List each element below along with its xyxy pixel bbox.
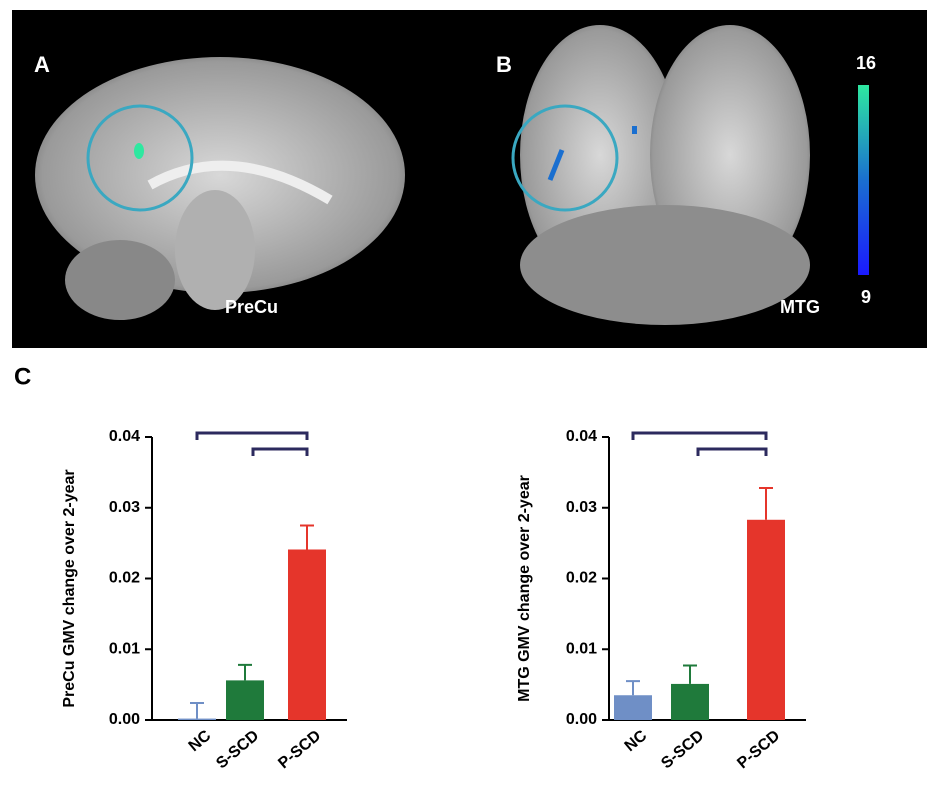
x-tick-label: S-SCD	[658, 727, 707, 772]
significance-bracket	[631, 431, 768, 440]
y-tick-label: 0.02	[566, 570, 597, 587]
y-tick-label: 0.00	[566, 711, 597, 728]
bar	[671, 683, 709, 720]
bar	[288, 549, 326, 720]
error-bar	[300, 524, 314, 550]
y-tick-label: 0.04	[109, 428, 140, 445]
significance-bracket	[696, 447, 768, 456]
y-tick-label: 0.04	[566, 428, 597, 445]
error-bar	[190, 702, 204, 719]
y-tick-label: 0.02	[109, 570, 140, 587]
error-bar	[238, 663, 252, 681]
colorbar-min: 9	[861, 287, 871, 307]
colorbar-max: 16	[856, 53, 876, 73]
y-tick-label: 0.03	[109, 499, 140, 516]
y-tick-label: 0.01	[109, 640, 140, 657]
x-tick-label: NC	[622, 727, 651, 755]
panel-label: B	[496, 52, 512, 77]
x-tick-label: S-SCD	[213, 727, 262, 772]
y-tick-label: 0.03	[566, 499, 597, 516]
significance-bracket	[195, 431, 309, 440]
panel-label: C	[14, 363, 31, 390]
bar	[178, 718, 216, 720]
panel-label: A	[34, 52, 50, 77]
significance-bracket	[251, 447, 309, 456]
brain-a	[35, 57, 405, 320]
x-tick-label: P-SCD	[734, 727, 783, 772]
y-axis-title: MTG GMV change over 2-year	[516, 475, 533, 702]
x-tick-label: P-SCD	[275, 727, 324, 772]
x-tick-label: NC	[186, 727, 215, 755]
y-tick-label: 0.01	[566, 640, 597, 657]
brain-b	[511, 25, 810, 325]
y-axis-title: PreCu GMV change over 2-year	[61, 469, 78, 707]
colorbar	[858, 85, 869, 275]
error-bar	[683, 664, 697, 684]
bar	[226, 680, 264, 720]
bar	[747, 519, 785, 720]
error-bar	[626, 680, 640, 696]
y-tick-label: 0.00	[109, 711, 140, 728]
region-label: MTG	[780, 297, 820, 317]
bar	[614, 695, 652, 720]
region-label: PreCu	[225, 297, 278, 317]
error-bar	[759, 486, 773, 520]
